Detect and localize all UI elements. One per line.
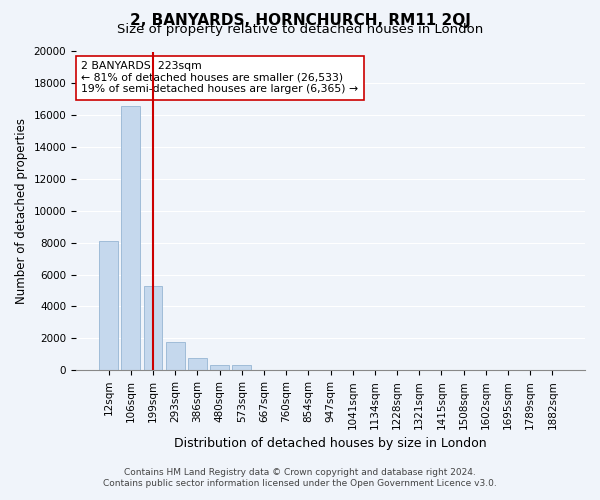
Text: 2, BANYARDS, HORNCHURCH, RM11 2QJ: 2, BANYARDS, HORNCHURCH, RM11 2QJ bbox=[130, 12, 470, 28]
Bar bbox=[188, 358, 207, 370]
Bar bbox=[210, 366, 229, 370]
Text: 2 BANYARDS: 223sqm
← 81% of detached houses are smaller (26,533)
19% of semi-det: 2 BANYARDS: 223sqm ← 81% of detached hou… bbox=[81, 61, 358, 94]
Y-axis label: Number of detached properties: Number of detached properties bbox=[15, 118, 28, 304]
Bar bbox=[121, 106, 140, 370]
Text: Contains HM Land Registry data © Crown copyright and database right 2024.
Contai: Contains HM Land Registry data © Crown c… bbox=[103, 468, 497, 487]
X-axis label: Distribution of detached houses by size in London: Distribution of detached houses by size … bbox=[174, 437, 487, 450]
Bar bbox=[166, 342, 185, 370]
Bar bbox=[232, 366, 251, 370]
Bar bbox=[99, 241, 118, 370]
Text: Size of property relative to detached houses in London: Size of property relative to detached ho… bbox=[117, 22, 483, 36]
Bar bbox=[143, 286, 163, 370]
